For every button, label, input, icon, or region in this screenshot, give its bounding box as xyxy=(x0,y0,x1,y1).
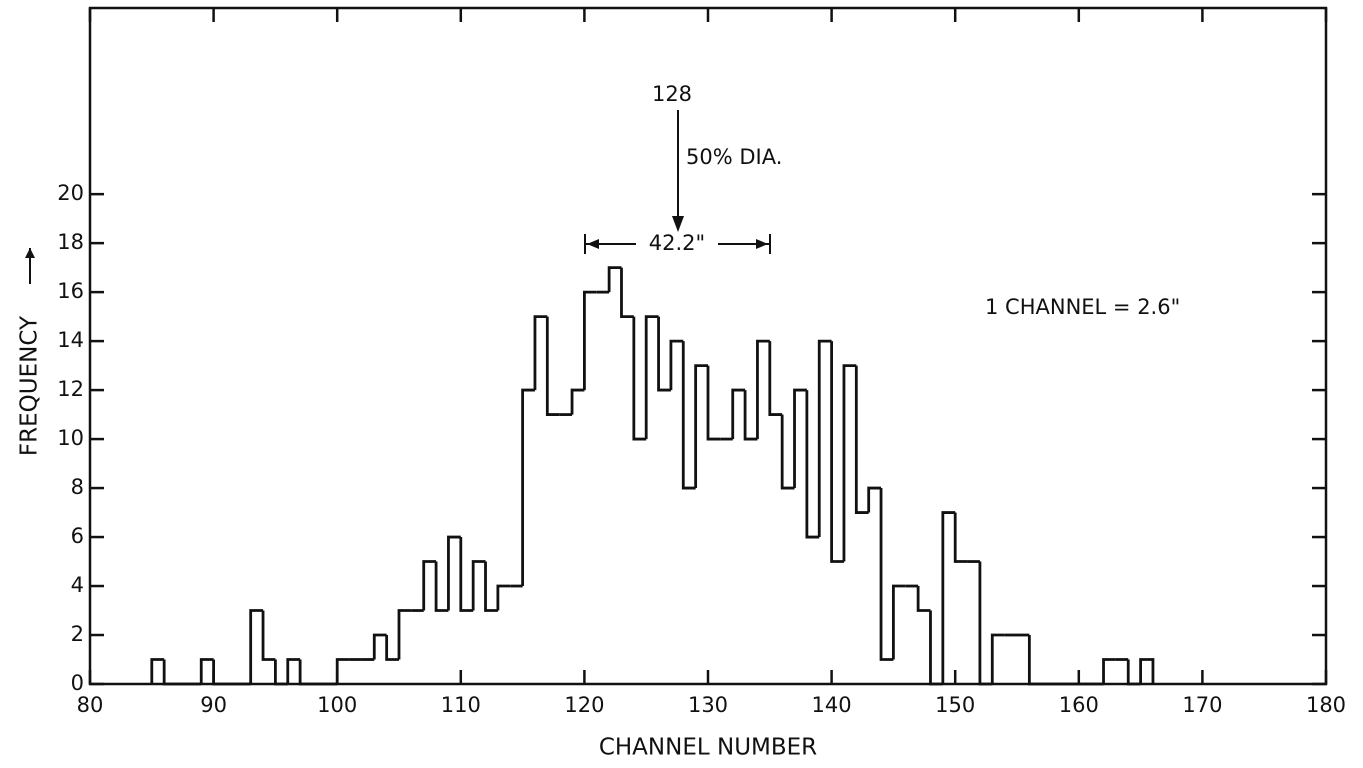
x-tick-label: 80 xyxy=(77,693,104,717)
bar xyxy=(644,315,659,440)
annotation: 42.2" xyxy=(649,231,705,255)
bar xyxy=(681,341,696,490)
y-tick-label: 14 xyxy=(57,328,84,352)
bar xyxy=(484,561,498,612)
bar xyxy=(422,560,437,611)
plot-frame xyxy=(88,6,1328,686)
y-tick-label: 6 xyxy=(71,524,84,548)
bar xyxy=(459,537,474,612)
bar xyxy=(249,609,264,684)
bar xyxy=(743,390,758,441)
bar xyxy=(212,659,226,686)
bar xyxy=(657,316,671,392)
bar xyxy=(830,341,844,563)
x-tick-label: 100 xyxy=(317,693,357,717)
bar xyxy=(150,658,165,684)
x-tick-label: 160 xyxy=(1059,693,1099,717)
bar xyxy=(1126,659,1141,686)
bar xyxy=(447,535,461,611)
y-label-arrowhead xyxy=(25,248,35,258)
x-tick-label: 130 xyxy=(688,693,728,717)
x-axis-label: CHANNEL NUMBER xyxy=(599,735,817,761)
bar xyxy=(533,315,548,391)
y-tick-label: 20 xyxy=(57,181,84,205)
bar xyxy=(583,290,597,391)
y-axis-label-group: FREQUENCY xyxy=(17,248,43,456)
bar xyxy=(817,339,832,538)
y-tick-label: 18 xyxy=(57,230,84,254)
annotation: 1 CHANNEL = 2.6" xyxy=(985,295,1180,319)
bar xyxy=(756,339,770,440)
bar xyxy=(298,659,313,686)
bar xyxy=(929,610,943,686)
bar xyxy=(842,364,857,562)
bar xyxy=(385,635,399,661)
bar xyxy=(199,658,214,684)
bar xyxy=(780,414,795,490)
bar xyxy=(1102,658,1116,684)
bar xyxy=(854,365,869,514)
bar xyxy=(892,584,906,660)
bar xyxy=(941,511,956,684)
bar xyxy=(990,633,1005,684)
bar xyxy=(162,659,177,686)
bar xyxy=(731,388,746,440)
y-tick-label: 2 xyxy=(71,622,84,646)
y-axis-label: FREQUENCY xyxy=(17,315,43,456)
bar xyxy=(1027,635,1042,686)
bar xyxy=(261,610,276,661)
bar xyxy=(286,658,301,684)
x-tick-label: 140 xyxy=(812,693,852,717)
bar xyxy=(879,488,894,661)
bar xyxy=(397,609,412,660)
bar xyxy=(274,659,288,686)
bar xyxy=(978,561,993,686)
bar xyxy=(620,267,634,319)
bar xyxy=(953,512,968,563)
y-tick-label: 4 xyxy=(71,573,84,597)
bar xyxy=(335,658,350,684)
bar xyxy=(521,388,535,587)
bar xyxy=(607,266,622,293)
y-tick-label: 10 xyxy=(57,426,84,450)
bar xyxy=(793,388,807,489)
x-tick-label: 110 xyxy=(441,693,481,717)
bar xyxy=(372,633,387,660)
x-tick-label: 90 xyxy=(200,693,227,717)
bar xyxy=(805,390,820,539)
bar xyxy=(694,364,708,489)
x-tick-label: 150 xyxy=(935,693,975,717)
bar xyxy=(570,388,585,415)
bar xyxy=(496,584,511,611)
x-tick-label: 120 xyxy=(564,693,604,717)
bar xyxy=(706,365,721,441)
y-tick-label: 12 xyxy=(57,377,84,401)
annotation: 128 xyxy=(652,82,692,106)
bar xyxy=(916,586,931,612)
bar xyxy=(471,560,486,611)
y-tick-label: 8 xyxy=(71,475,84,499)
bar xyxy=(434,561,449,612)
bar xyxy=(1139,658,1155,684)
bar xyxy=(669,339,684,391)
bar xyxy=(632,316,647,441)
y-tick-label: 0 xyxy=(71,671,84,695)
x-tick-label: 170 xyxy=(1182,693,1222,717)
bar xyxy=(545,316,560,416)
annotation-arrowhead xyxy=(672,216,684,232)
x-tick-label: 180 xyxy=(1306,693,1346,717)
annotation: 50% DIA. xyxy=(686,145,782,169)
y-tick-label: 16 xyxy=(57,279,84,303)
bar xyxy=(867,486,882,513)
bar xyxy=(768,341,783,416)
